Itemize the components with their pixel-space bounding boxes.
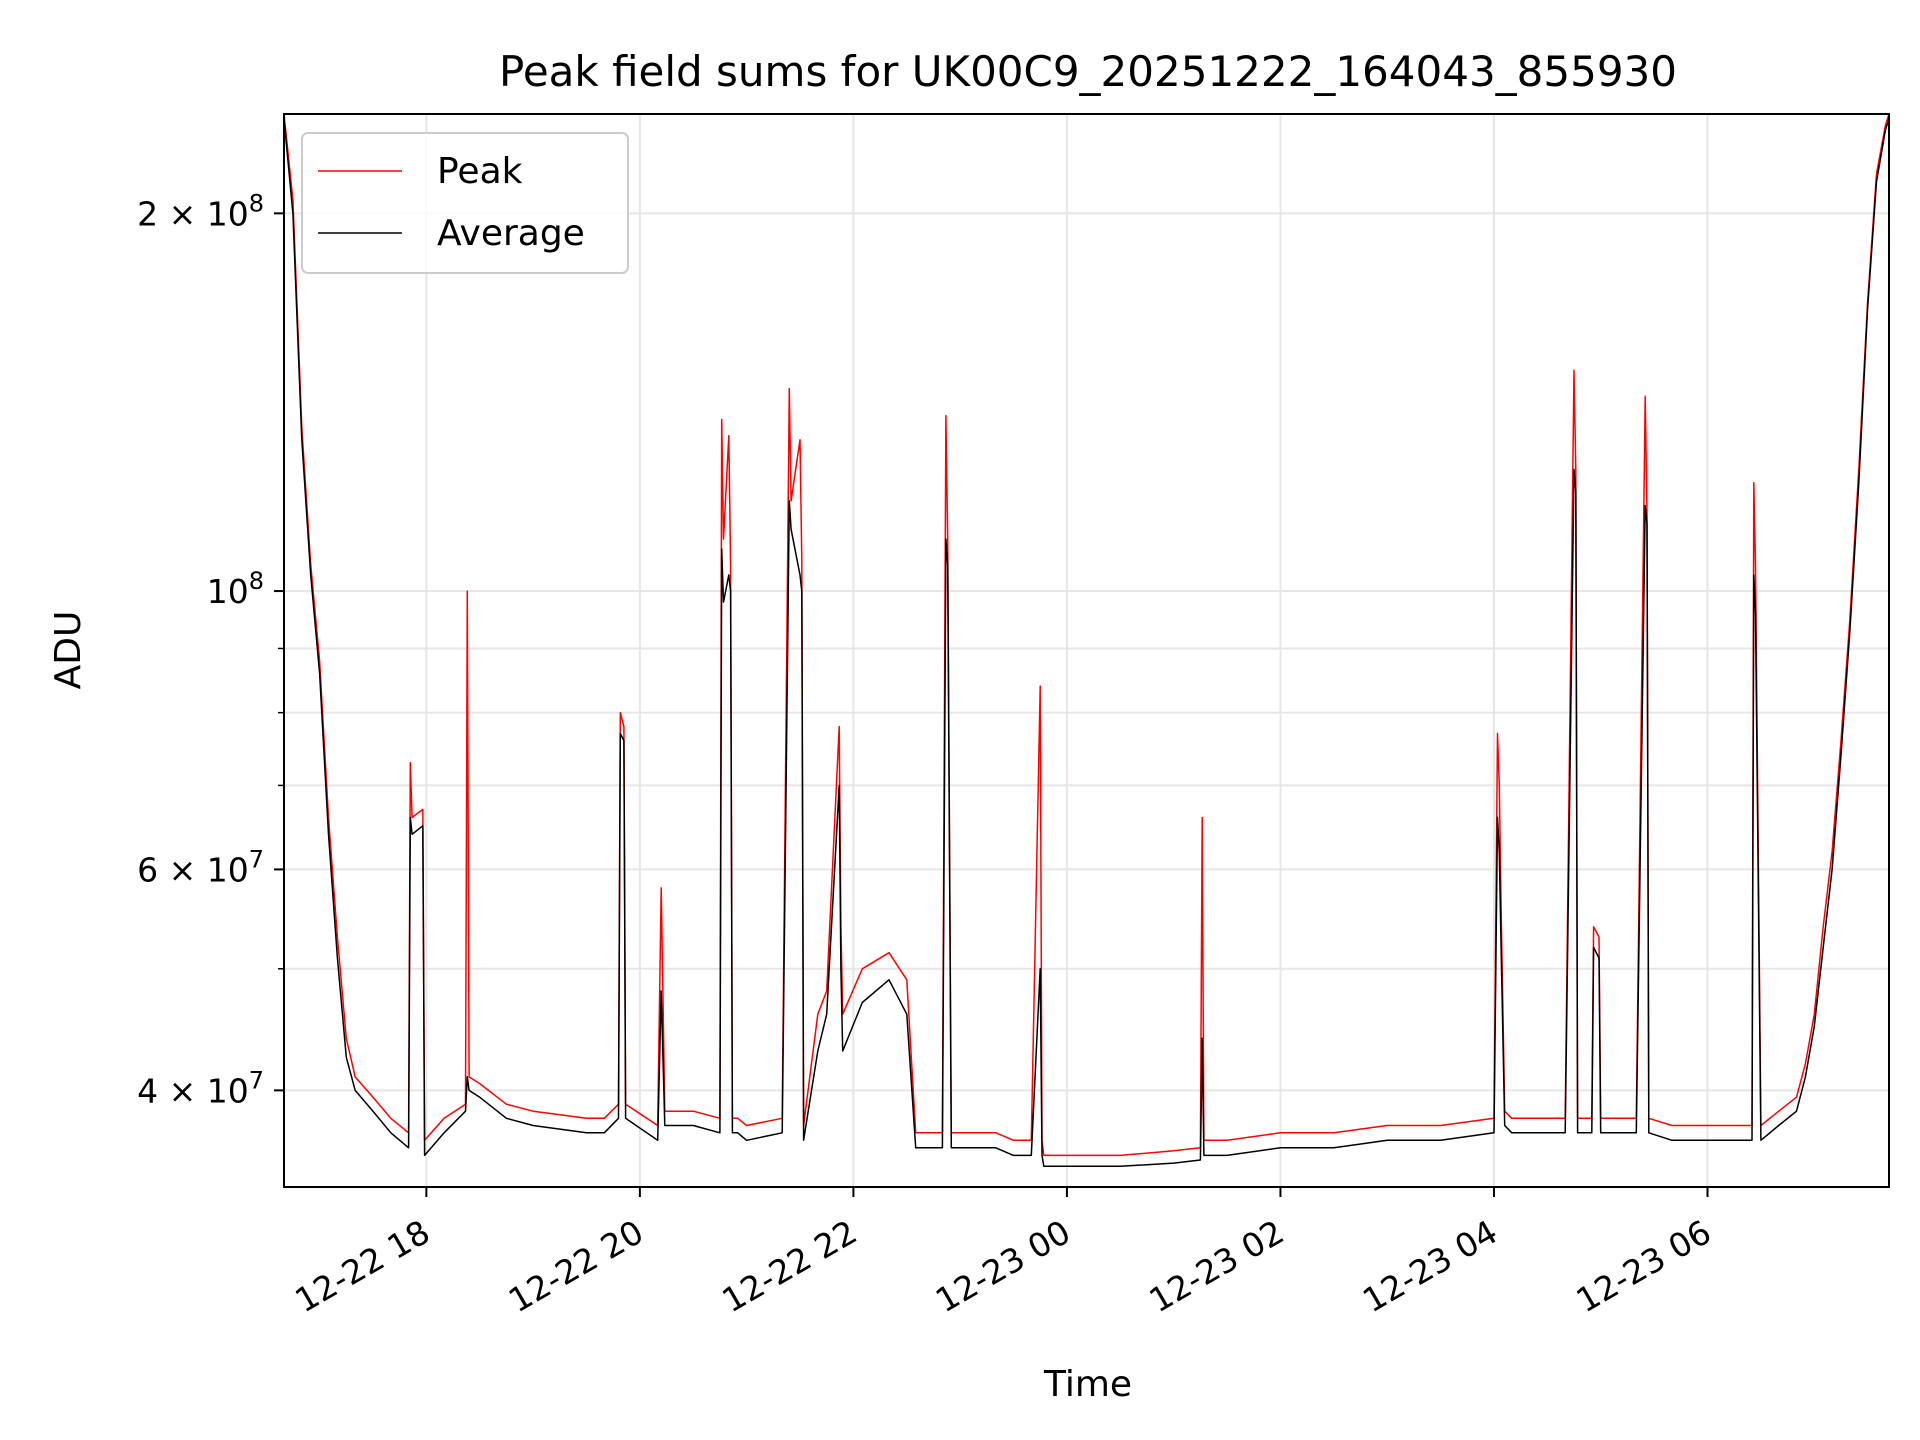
series-lines: [283, 113, 1890, 1168]
y-tick-label: 4 × 107: [137, 1066, 264, 1110]
series-line-average: [283, 118, 1890, 1168]
legend: Peak Average: [301, 132, 629, 274]
x-axis-label: Time: [1043, 1364, 1132, 1405]
plot-frame: [283, 113, 1890, 1188]
y-tick-label: 6 × 107: [137, 845, 264, 889]
y-axis-label: ADU: [48, 611, 89, 690]
chart-title: Peak field sums for UK00C9_20251222_1640…: [499, 47, 1677, 96]
legend-label-average: Average: [437, 213, 585, 254]
y-axis-ticks: 4 × 107 6 × 107 108 2 × 108: [137, 189, 284, 1110]
y-tick-label: 108: [207, 567, 264, 611]
legend-box: [301, 132, 629, 274]
legend-label-peak: Peak: [437, 151, 523, 192]
y-tick-label: 2 × 108: [137, 189, 264, 233]
